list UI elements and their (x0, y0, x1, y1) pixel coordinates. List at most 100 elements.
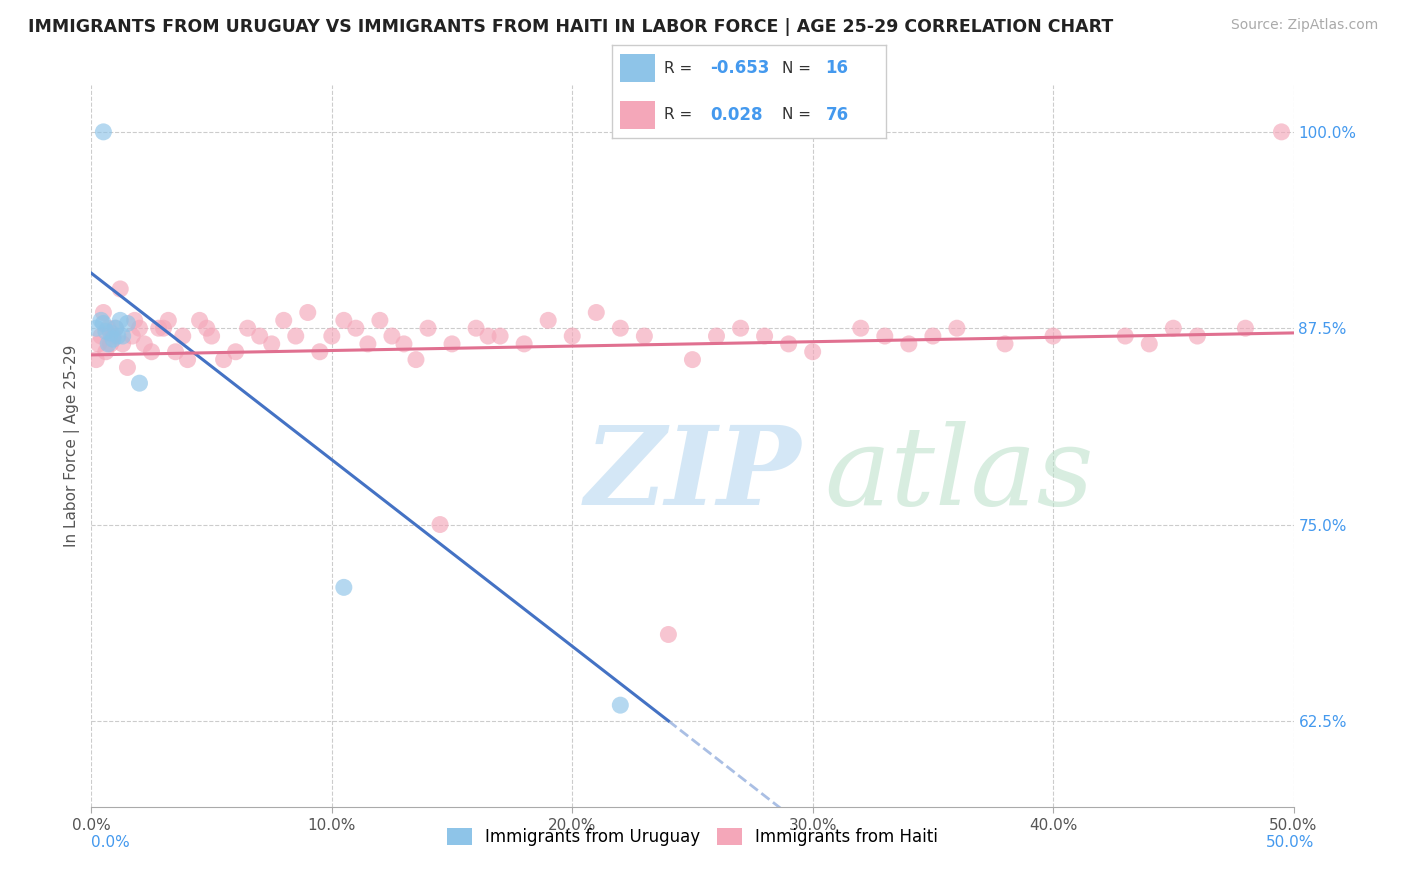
Point (706, 329, 728, 343)
Point (94, 344, 117, 359)
Text: R =: R = (664, 107, 697, 122)
Point (308, 344, 330, 359)
Point (778, 337, 800, 351)
Point (357, 337, 380, 351)
Point (392, 337, 415, 351)
Text: 0.028: 0.028 (710, 106, 763, 124)
Point (416, 321, 439, 335)
Point (84, 321, 107, 335)
Point (465, 321, 488, 335)
Text: ZIP: ZIP (585, 421, 801, 529)
Point (84, 352, 107, 367)
Point (101, 329, 124, 343)
Point (333, 313, 356, 327)
Point (1234, 321, 1257, 335)
Point (93, 305, 115, 319)
Point (188, 313, 211, 327)
Point (477, 329, 499, 343)
Text: N =: N = (782, 61, 815, 76)
Point (513, 337, 536, 351)
Point (97, 321, 120, 335)
Point (657, 627, 679, 641)
Text: 0.0%: 0.0% (91, 836, 131, 850)
Point (1137, 337, 1160, 351)
Text: IMMIGRANTS FROM URUGUAY VS IMMIGRANTS FROM HAITI IN LABOR FORCE | AGE 25-29 CORR: IMMIGRANTS FROM URUGUAY VS IMMIGRANTS FR… (28, 18, 1114, 36)
Point (111, 337, 134, 351)
Point (260, 337, 283, 351)
Point (128, 321, 150, 335)
Text: atlas: atlas (825, 421, 1094, 529)
Text: 76: 76 (825, 106, 849, 124)
Point (93, 317, 115, 331)
Point (849, 321, 872, 335)
Legend: Immigrants from Uruguay, Immigrants from Haiti: Immigrants from Uruguay, Immigrants from… (440, 822, 945, 853)
Point (754, 329, 776, 343)
Point (537, 313, 560, 327)
Point (633, 329, 655, 343)
Point (195, 321, 218, 335)
Point (994, 337, 1017, 351)
Point (681, 352, 703, 367)
Point (134, 337, 156, 351)
Point (101, 332, 124, 346)
Point (172, 329, 194, 343)
Point (897, 337, 920, 351)
Point (141, 344, 163, 359)
Point (121, 329, 143, 343)
Text: R =: R = (664, 61, 697, 76)
Point (489, 329, 512, 343)
Point (609, 698, 631, 713)
Point (128, 376, 150, 391)
Point (284, 329, 307, 343)
Point (97, 337, 120, 351)
Point (1042, 329, 1064, 343)
Point (110, 282, 132, 296)
Point (200, 329, 222, 343)
Point (321, 329, 343, 343)
Point (165, 344, 187, 359)
Text: Source: ZipAtlas.com: Source: ZipAtlas.com (1230, 18, 1378, 32)
Point (90, 329, 112, 343)
Point (873, 329, 896, 343)
Point (117, 317, 139, 331)
Point (801, 344, 824, 359)
Point (609, 321, 631, 335)
Point (100, 337, 122, 351)
Point (148, 321, 170, 335)
Point (87, 337, 110, 351)
Point (176, 352, 198, 367)
Point (110, 313, 132, 327)
Bar (620, 101, 655, 129)
Point (104, 321, 127, 335)
Point (273, 313, 295, 327)
Point (946, 321, 969, 335)
Point (1161, 321, 1184, 335)
Point (107, 329, 129, 343)
Point (249, 329, 271, 343)
Point (333, 580, 356, 594)
Point (344, 321, 367, 335)
Point (561, 329, 583, 343)
Text: -0.653: -0.653 (710, 59, 769, 77)
Point (922, 329, 945, 343)
Point (429, 517, 451, 532)
Point (297, 305, 319, 319)
Point (440, 337, 463, 351)
Y-axis label: In Labor Force | Age 25-29: In Labor Force | Age 25-29 (65, 345, 80, 547)
Point (405, 352, 427, 367)
Point (236, 321, 259, 335)
Bar (620, 54, 655, 82)
Point (1187, 329, 1209, 343)
Point (212, 352, 235, 367)
Point (93, 125, 115, 139)
Text: 50.0%: 50.0% (1267, 836, 1315, 850)
Point (94, 324, 117, 338)
Point (585, 305, 607, 319)
Point (104, 321, 127, 335)
Point (368, 313, 391, 327)
Point (225, 344, 247, 359)
Point (1114, 329, 1136, 343)
Point (90, 313, 112, 327)
Point (124, 313, 146, 327)
Point (111, 329, 134, 343)
